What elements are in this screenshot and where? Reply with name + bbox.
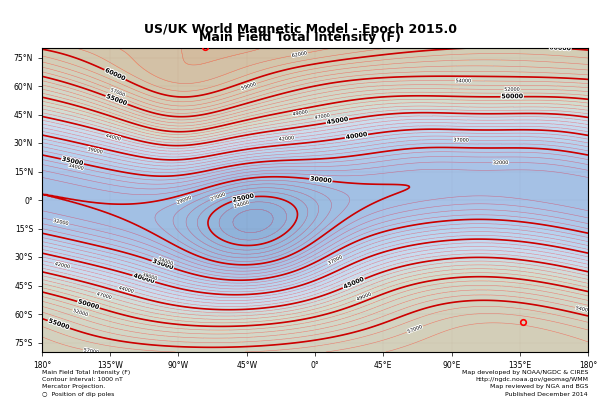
Text: Published December 2014: Published December 2014 xyxy=(505,392,588,397)
Text: 54000: 54000 xyxy=(455,78,471,83)
Text: Main Field Total Intensity (F): Main Field Total Intensity (F) xyxy=(199,32,401,44)
Text: 34000: 34000 xyxy=(68,163,85,171)
Text: 40000: 40000 xyxy=(346,132,367,140)
Text: 45000: 45000 xyxy=(343,277,365,290)
Text: 57000: 57000 xyxy=(407,324,423,334)
Text: 42000: 42000 xyxy=(55,261,71,270)
Text: 39000: 39000 xyxy=(142,272,158,281)
Text: 37000: 37000 xyxy=(454,137,469,143)
Text: ○  Position of dip poles: ○ Position of dip poles xyxy=(42,392,115,397)
Text: Map reviewed by NGA and BGS: Map reviewed by NGA and BGS xyxy=(490,384,588,390)
Text: 60000: 60000 xyxy=(104,68,125,82)
Text: 50000: 50000 xyxy=(502,94,523,99)
Text: 49000: 49000 xyxy=(292,109,308,117)
Text: 32000: 32000 xyxy=(493,160,509,165)
Text: Contour interval: 1000 nT: Contour interval: 1000 nT xyxy=(42,377,123,382)
Text: 57000: 57000 xyxy=(110,87,126,98)
Text: 35000: 35000 xyxy=(152,259,174,270)
Text: 49000: 49000 xyxy=(356,292,372,302)
Text: 40000: 40000 xyxy=(133,273,155,284)
Text: US/UK World Magnetic Model - Epoch 2015.0: US/UK World Magnetic Model - Epoch 2015.… xyxy=(143,24,457,36)
Text: 52000: 52000 xyxy=(504,87,520,92)
Text: Mercator Projection.: Mercator Projection. xyxy=(42,384,105,390)
Text: 55000: 55000 xyxy=(48,318,70,330)
Text: 32000: 32000 xyxy=(53,218,69,226)
Text: 25000: 25000 xyxy=(232,194,254,203)
Text: 27000: 27000 xyxy=(210,192,226,202)
Text: 29000: 29000 xyxy=(176,195,192,205)
Text: 24000: 24000 xyxy=(233,200,250,209)
Text: 35000: 35000 xyxy=(61,157,83,166)
Text: 52000: 52000 xyxy=(73,308,89,317)
Text: 42000: 42000 xyxy=(278,135,295,142)
Text: 44000: 44000 xyxy=(118,285,134,294)
Text: 44000: 44000 xyxy=(105,133,122,142)
Text: 55000: 55000 xyxy=(106,94,127,106)
Text: http://ngdc.noaa.gov/geomag/WMM: http://ngdc.noaa.gov/geomag/WMM xyxy=(475,377,588,382)
Text: 47000: 47000 xyxy=(314,113,331,120)
Text: 45000: 45000 xyxy=(326,117,349,125)
Text: 57000: 57000 xyxy=(83,347,100,355)
Text: 50000: 50000 xyxy=(77,299,99,310)
Text: Map developed by NOAA/NGDC & CIRES: Map developed by NOAA/NGDC & CIRES xyxy=(461,370,588,375)
Text: 60000: 60000 xyxy=(549,45,571,51)
Text: 47000: 47000 xyxy=(96,291,112,300)
Text: 59000: 59000 xyxy=(241,81,257,91)
Text: 37000: 37000 xyxy=(327,254,343,266)
Text: Main Field Total Intensity (F): Main Field Total Intensity (F) xyxy=(42,370,130,375)
Text: 30000: 30000 xyxy=(310,176,332,184)
Text: 54000: 54000 xyxy=(575,305,592,314)
Text: 39000: 39000 xyxy=(87,146,103,155)
Text: 34000: 34000 xyxy=(158,256,174,266)
Text: 62000: 62000 xyxy=(291,50,308,58)
